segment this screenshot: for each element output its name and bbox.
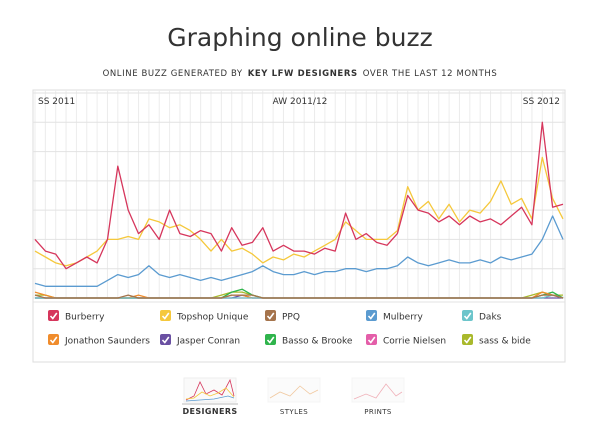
thumb-line [185, 387, 235, 400]
plot: SS 2011 AW 2011/12 SS 2012 [33, 90, 565, 299]
legend-check [367, 336, 376, 344]
tabs [182, 377, 405, 405]
chart-subtitle: ONLINE BUZZ GENERATED BY KEY LFW DESIGNER… [103, 69, 498, 79]
legend-check [463, 312, 472, 320]
legend-check [463, 336, 472, 344]
tab-thumb[interactable] [351, 377, 405, 403]
legend-checkbox[interactable] [160, 334, 171, 345]
series-line [34, 121, 564, 270]
legend-label[interactable]: sass & bide [479, 337, 531, 347]
legend-check [367, 312, 376, 320]
legend-checkbox[interactable] [366, 310, 377, 321]
legend-check [49, 312, 58, 320]
legend-check [161, 336, 170, 344]
legend-checkbox[interactable] [462, 310, 473, 321]
thumb-line [269, 385, 319, 399]
thumb-line [353, 383, 403, 400]
legend-checkbox[interactable] [265, 310, 276, 321]
legend-checkbox[interactable] [160, 310, 171, 321]
legend-label[interactable]: Jasper Conran [176, 337, 240, 347]
legend-check [161, 312, 170, 320]
tab-label[interactable]: STYLES [280, 408, 308, 416]
thumb-line [185, 378, 235, 401]
subtitle-part: ONLINE BUZZ GENERATED BY [103, 69, 243, 79]
tab-label[interactable]: PRINTS [364, 408, 392, 416]
legend-check [266, 312, 275, 320]
legend-checkbox[interactable] [265, 334, 276, 345]
tab-label[interactable]: DESIGNERS [182, 407, 237, 416]
legend-label[interactable]: Topshop Unique [176, 313, 249, 323]
legend-checkbox[interactable] [366, 334, 377, 345]
legend-label[interactable]: Daks [479, 313, 502, 323]
legend-checkbox[interactable] [462, 334, 473, 345]
legend-checkbox[interactable] [48, 334, 59, 345]
legend-check [266, 336, 275, 344]
subtitle-part: OVER THE LAST 12 MONTHS [363, 69, 498, 79]
legend-check [49, 336, 58, 344]
legend-checkbox[interactable] [48, 310, 59, 321]
legend-label[interactable]: PPQ [282, 313, 300, 323]
chart-title: Graphing online buzz [167, 23, 432, 52]
series-line [34, 156, 564, 267]
season-label: AW 2011/12 [273, 97, 328, 107]
subtitle-part: KEY LFW DESIGNERS [248, 69, 358, 79]
series-line [34, 215, 564, 287]
season-label: SS 2011 [38, 97, 75, 107]
season-label: SS 2012 [523, 97, 560, 107]
tab-thumb[interactable] [267, 377, 321, 403]
legend-label[interactable]: Corrie Nielsen [383, 337, 446, 347]
series-line [34, 294, 564, 299]
legend-label[interactable]: Jonathon Saunders [64, 337, 150, 347]
thumb-line [185, 395, 235, 402]
legend-label[interactable]: Mulberry [383, 313, 423, 323]
legend-label[interactable]: Basso & Brooke [282, 337, 353, 347]
legend-label[interactable]: Burberry [65, 313, 105, 323]
chart-frame [32, 89, 566, 363]
